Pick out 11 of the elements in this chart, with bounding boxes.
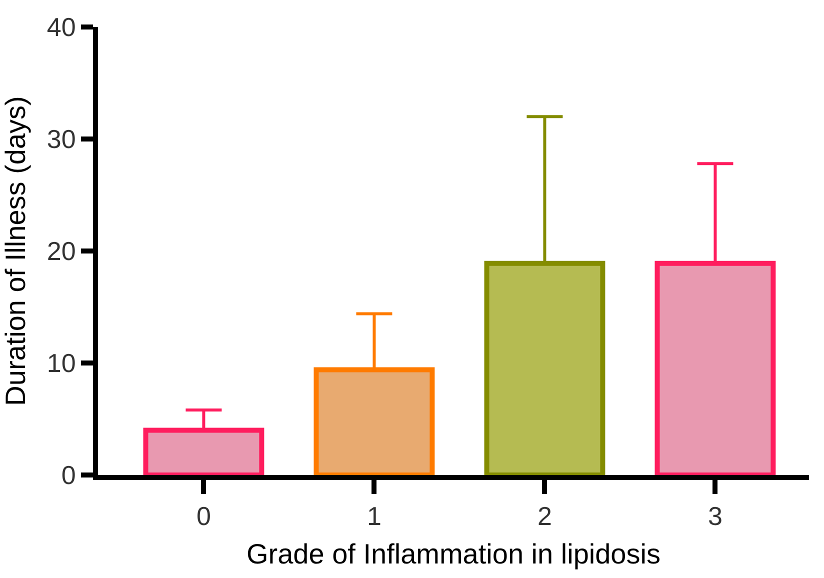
y-tick-label: 40 — [46, 12, 76, 42]
x-tick-label: 2 — [537, 501, 552, 532]
y-tick-label: 0 — [61, 460, 76, 490]
x-tick-label: 1 — [366, 501, 382, 532]
y-tick-label: 20 — [46, 236, 76, 266]
x-axis-title: Grade of Inflammation in lipidosis — [246, 538, 660, 570]
x-tick-label: 0 — [196, 501, 211, 532]
y-tick-label: 10 — [46, 348, 76, 378]
x-tick-label: 3 — [708, 501, 722, 532]
y-tick-label: 30 — [46, 124, 76, 154]
y-axis-title: Duration of Illness (days) — [0, 96, 31, 406]
